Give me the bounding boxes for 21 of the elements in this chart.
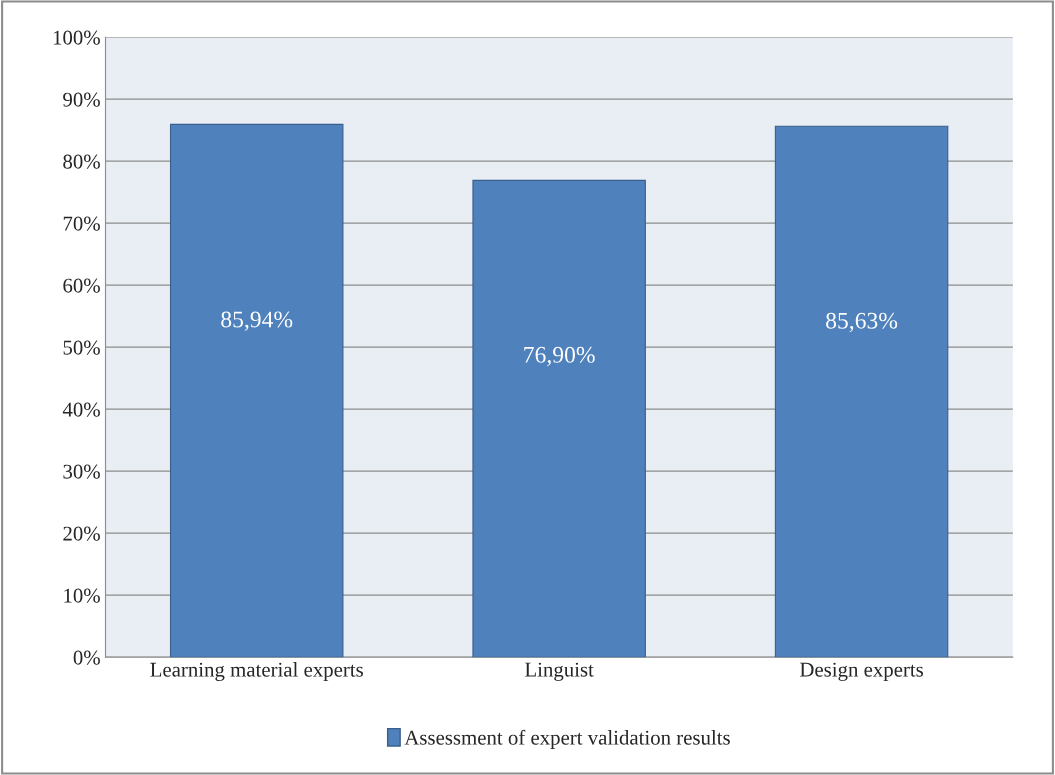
y-tick-label: 0% (73, 650, 100, 665)
y-tick-label: 10% (64, 588, 100, 603)
legend-label: Assessment of expert validation results (404, 729, 730, 749)
y-tick-label: 50% (63, 340, 100, 355)
bar (472, 179, 646, 658)
y-tick-label: 80% (63, 154, 100, 169)
data-label: 76,90% (524, 346, 595, 367)
data-label: 85,94% (221, 311, 293, 331)
y-tick-label: 30% (63, 464, 100, 479)
y-tick-label: 90% (63, 92, 100, 107)
y-tick-label: 70% (63, 216, 100, 231)
y-tick-label: 20% (63, 526, 100, 541)
x-tick-label: Learning material experts (150, 662, 363, 682)
bar (169, 123, 344, 658)
y-tick-label: 60% (63, 278, 100, 293)
data-label: 85,63% (826, 312, 898, 333)
x-tick-label: Linguist (525, 662, 594, 681)
y-tick-label: 40% (62, 402, 100, 417)
bar (774, 125, 949, 658)
y-tick-label: 100% (53, 30, 100, 45)
x-tick-label: Design experts (799, 662, 924, 681)
